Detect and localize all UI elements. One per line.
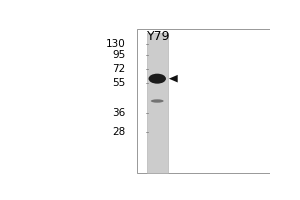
Bar bbox=[147, 33, 168, 173]
Ellipse shape bbox=[148, 74, 166, 84]
Bar bbox=[137, 29, 270, 173]
Ellipse shape bbox=[151, 99, 164, 103]
Text: 72: 72 bbox=[112, 64, 126, 74]
Text: 95: 95 bbox=[112, 50, 126, 60]
Text: 130: 130 bbox=[106, 39, 126, 49]
Text: Y79: Y79 bbox=[147, 30, 170, 43]
Text: 36: 36 bbox=[112, 108, 126, 118]
Text: 55: 55 bbox=[112, 78, 126, 88]
Text: 28: 28 bbox=[112, 127, 126, 137]
Polygon shape bbox=[169, 75, 178, 82]
